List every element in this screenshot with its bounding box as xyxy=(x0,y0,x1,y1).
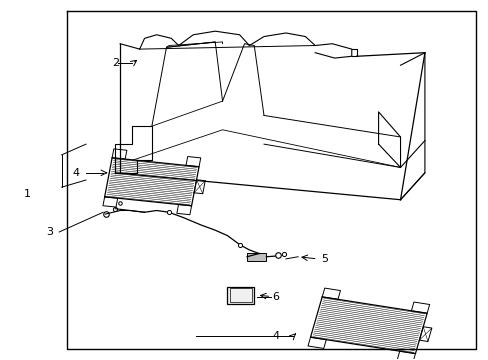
Text: 6: 6 xyxy=(272,292,279,302)
Bar xyxy=(246,253,266,261)
Text: 1: 1 xyxy=(24,189,31,199)
Text: 3: 3 xyxy=(46,227,53,237)
Bar xyxy=(227,287,254,304)
Text: 4: 4 xyxy=(73,168,80,178)
Text: 5: 5 xyxy=(321,254,328,264)
Text: 4: 4 xyxy=(272,331,279,341)
Text: 2: 2 xyxy=(111,58,119,68)
Bar xyxy=(229,288,251,302)
